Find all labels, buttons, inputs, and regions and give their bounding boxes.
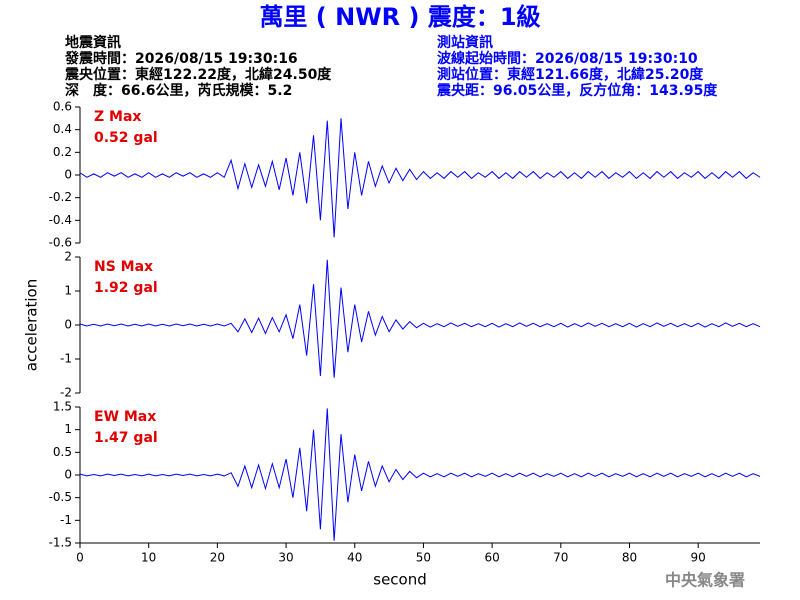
max-label: Z Max xyxy=(94,109,141,125)
x-tick-label: 10 xyxy=(141,551,156,565)
y-tick-label: 0 xyxy=(64,168,72,182)
info-left: 震央位置：東經122.22度，北緯24.50度 xyxy=(64,66,332,83)
info-left: 地震資訊 xyxy=(65,34,121,51)
trace xyxy=(79,408,761,541)
x-axis-label: second xyxy=(373,571,427,589)
y-tick-label: 1 xyxy=(64,422,72,436)
y-tick-label: -2 xyxy=(60,386,72,400)
max-value: 1.47 gal xyxy=(94,430,158,446)
y-tick-label: -1 xyxy=(60,352,72,366)
y-tick-label: -0.2 xyxy=(49,190,72,204)
footer: 中央氣象署 xyxy=(665,571,745,590)
x-tick-label: 20 xyxy=(210,551,225,565)
max-label: NS Max xyxy=(94,259,153,275)
y-tick-label: 2 xyxy=(64,250,72,264)
y-tick-label: -1 xyxy=(60,513,72,527)
x-tick-label: 80 xyxy=(622,551,637,565)
x-tick-label: 50 xyxy=(416,551,431,565)
info-left: 發震時間：2026/08/15 19:30:16 xyxy=(64,50,298,67)
y-axis-label: acceleration xyxy=(23,279,41,371)
y-tick-label: 0.2 xyxy=(53,145,72,159)
y-tick-label: 0.5 xyxy=(53,445,72,459)
info-right: 波線起始時間：2026/08/15 19:30:10 xyxy=(437,50,698,67)
x-tick-label: 60 xyxy=(484,551,499,565)
y-tick-label: -0.5 xyxy=(49,490,72,504)
y-tick-label: 1 xyxy=(64,284,72,298)
y-tick-label: 0 xyxy=(64,468,72,482)
info-right: 測站位置：東經121.66度，北緯25.20度 xyxy=(437,66,704,83)
x-tick-label: 40 xyxy=(347,551,362,565)
max-value: 1.92 gal xyxy=(94,280,158,296)
x-tick-label: 0 xyxy=(76,551,84,565)
info-left: 深 度：66.6公里，芮氏規模：5.2 xyxy=(65,82,292,99)
y-tick-label: -0.6 xyxy=(49,236,72,250)
max-value: 0.52 gal xyxy=(94,130,158,146)
x-tick-label: 90 xyxy=(691,551,706,565)
y-tick-label: 0.6 xyxy=(53,100,72,114)
y-tick-label: 0.4 xyxy=(53,122,72,136)
y-tick-label: -0.4 xyxy=(49,213,72,227)
x-tick-label: 30 xyxy=(278,551,293,565)
y-tick-label: -1.5 xyxy=(49,536,72,550)
info-right: 測站資訊 xyxy=(437,34,493,51)
y-tick-label: 1.5 xyxy=(53,400,72,414)
title: 萬里 ( NWR ) 震度：1級 xyxy=(259,3,540,31)
x-tick-label: 70 xyxy=(553,551,568,565)
max-label: EW Max xyxy=(94,409,156,425)
info-right: 震央距：96.05公里，反方位角：143.95度 xyxy=(436,82,718,99)
y-tick-label: 0 xyxy=(64,318,72,332)
trace xyxy=(79,259,761,378)
trace xyxy=(79,118,761,238)
